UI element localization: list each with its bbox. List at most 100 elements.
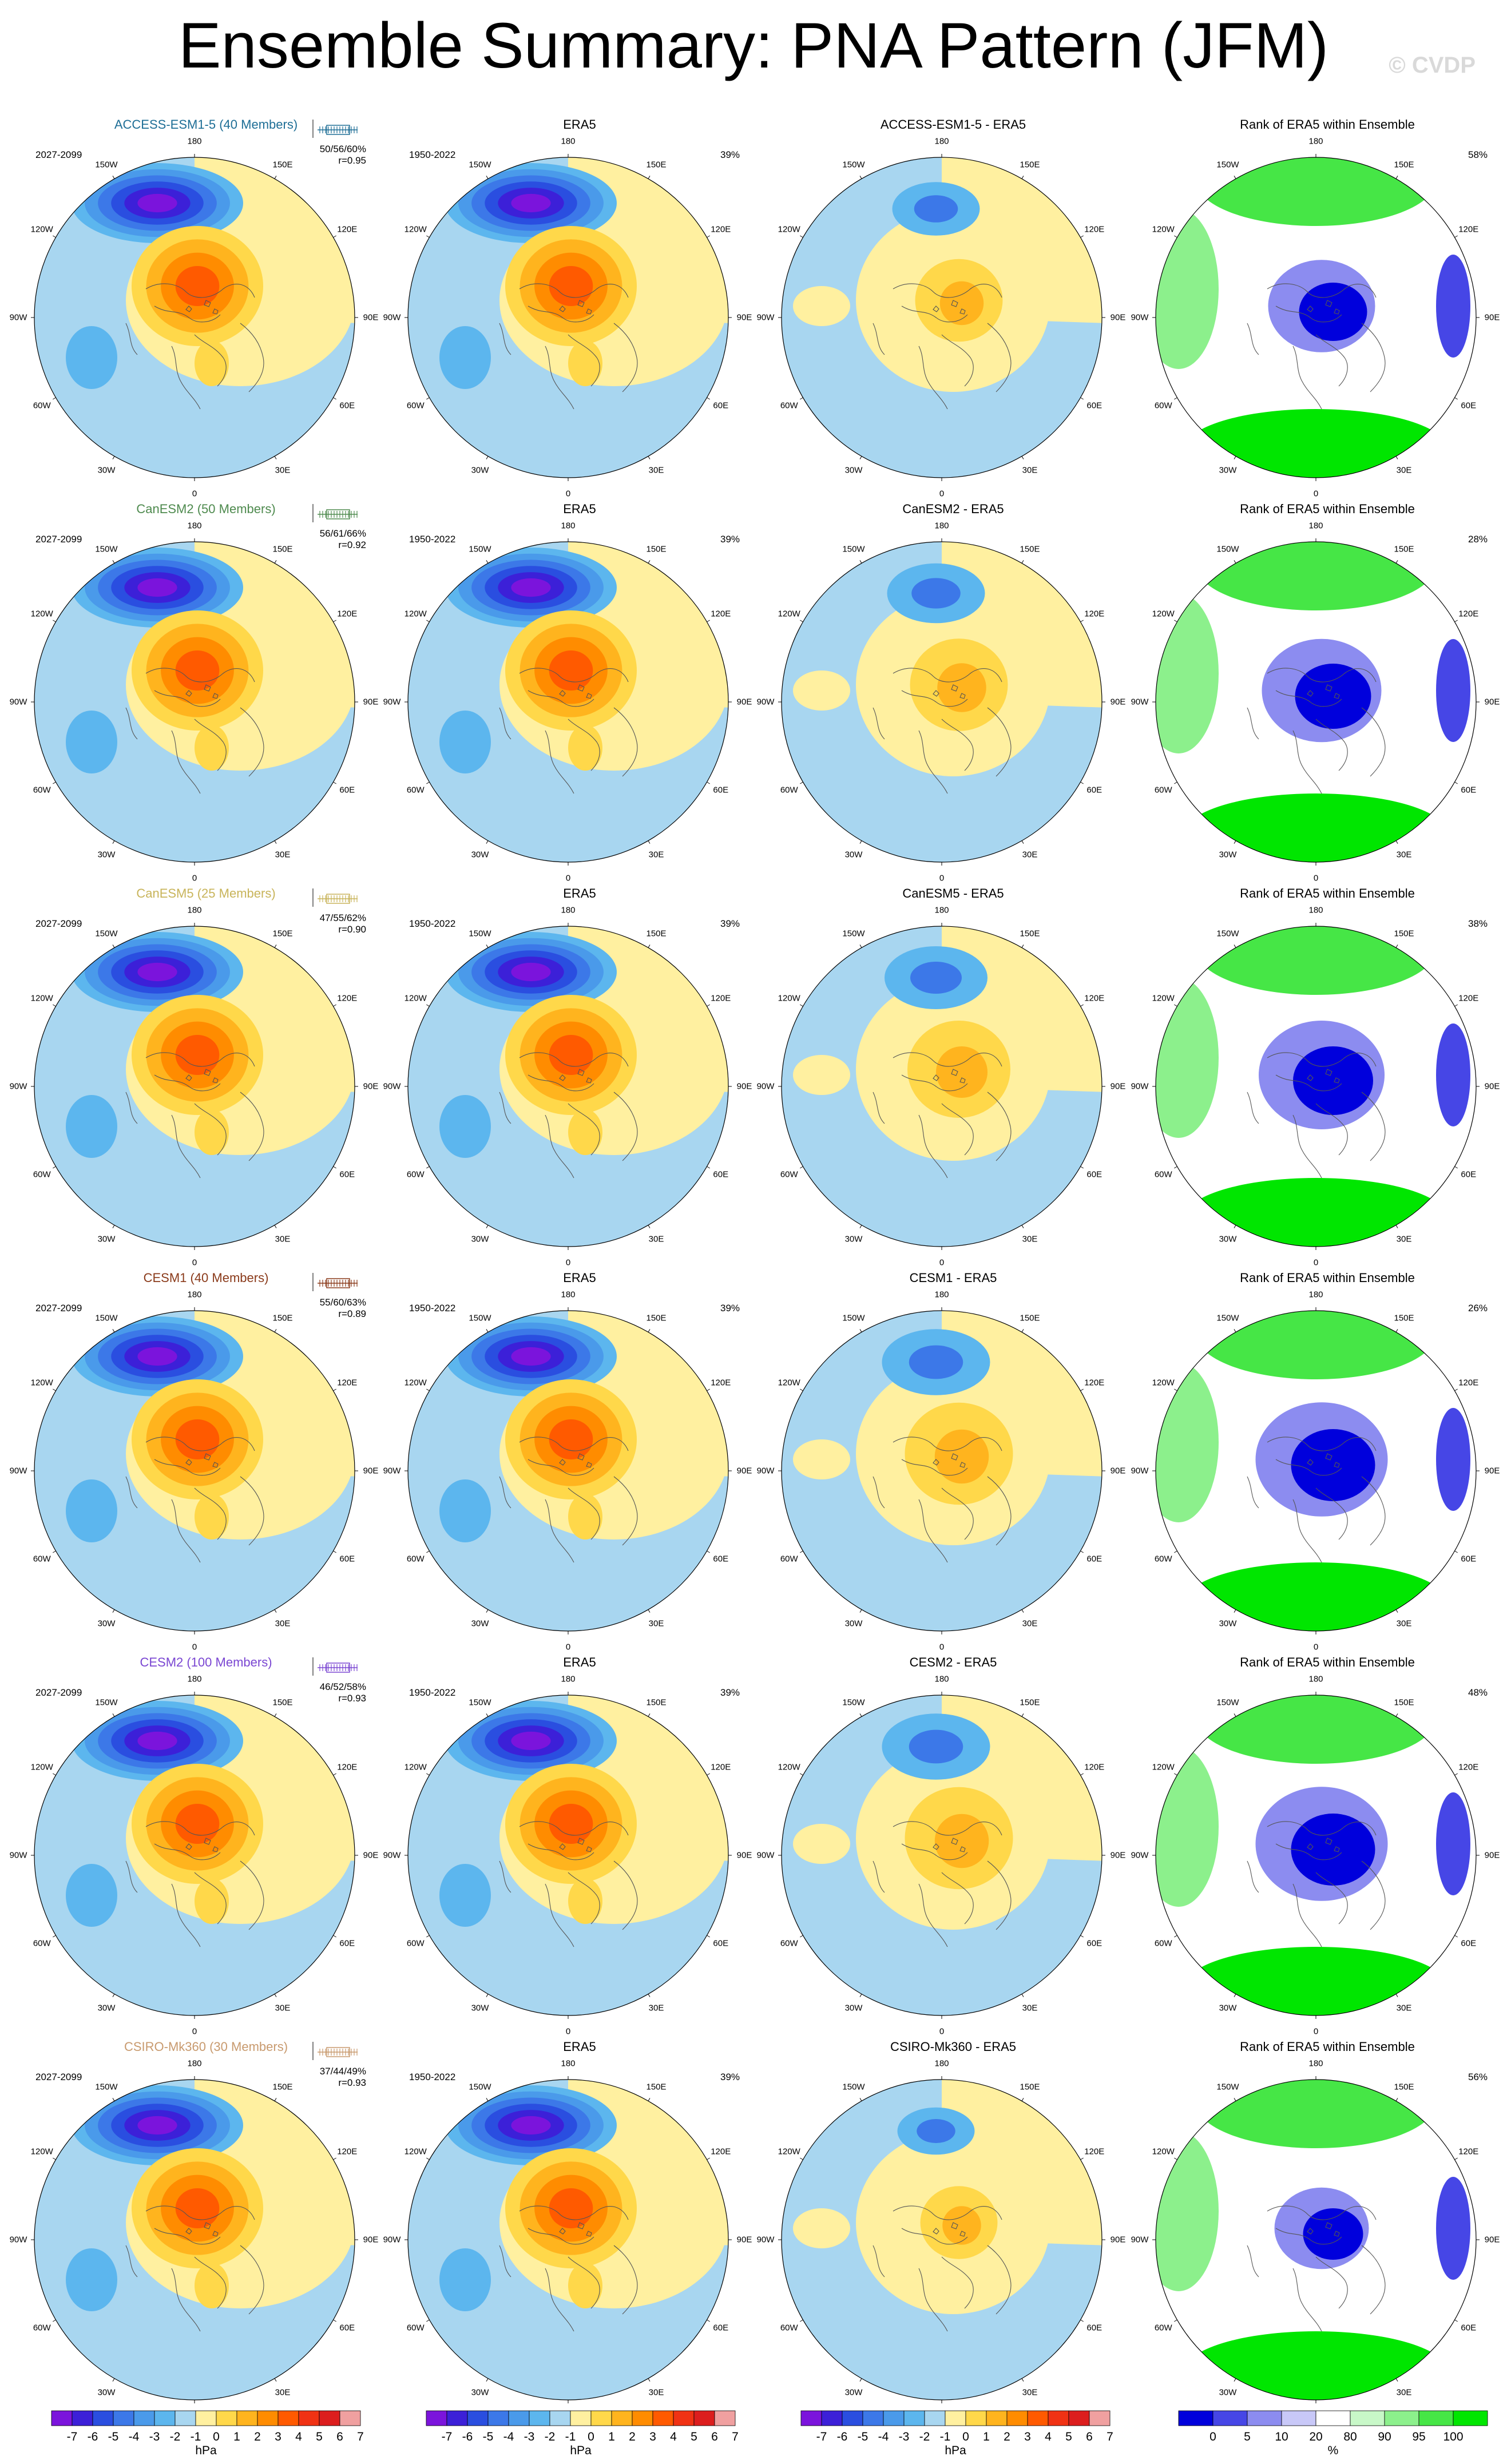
- lon-label: 0: [565, 873, 571, 883]
- pattern-stats: 56/61/66% r=0.92: [292, 528, 366, 551]
- pattern-stats: 37/44/49% r=0.93: [292, 2066, 366, 2089]
- polar-map: [1152, 2076, 1480, 2403]
- lon-label: 180: [187, 136, 202, 146]
- explained-variance: 39%: [720, 2072, 740, 2082]
- colorbar-label: 100: [1443, 2430, 1464, 2443]
- lon-label: 120E: [1458, 1762, 1479, 1772]
- panel-title: ERA5: [563, 502, 596, 516]
- lon-label: 0: [1313, 1642, 1319, 1652]
- lon-label: 120W: [30, 224, 53, 235]
- polar-map: [31, 2076, 358, 2403]
- colorbar-label: -3: [524, 2430, 535, 2443]
- model-panel: ACCESS-ESM1-5 (40 Members) 180 150E 120E 90E…: [10, 117, 389, 499]
- lon-label: 60E: [713, 1554, 729, 1564]
- lon-label: 150W: [95, 2082, 118, 2092]
- colorbar-swatch: [1178, 2410, 1213, 2426]
- lon-label: 180: [187, 1289, 202, 1300]
- polar-map: [404, 1692, 732, 2019]
- colorbar-swatch: [113, 2410, 134, 2426]
- lon-label: 60E: [339, 1938, 355, 1949]
- pattern-stats: 46/52/58% r=0.93: [292, 1681, 366, 1704]
- panel-title: CanESM5 - ERA5: [902, 886, 1004, 900]
- colorbar-swatch: [903, 2410, 925, 2426]
- colorbar-label: -1: [565, 2430, 576, 2443]
- colorbar-label: 90: [1378, 2430, 1391, 2443]
- colorbar-swatch: [1048, 2410, 1069, 2426]
- model-panel: CESM1 (40 Members) 180 150E 120E 90E 60E 30E 0 3…: [10, 1271, 389, 1652]
- lon-label: 150W: [469, 929, 491, 939]
- colorbar-swatch: [1068, 2410, 1090, 2426]
- lon-label: 90E: [1110, 2235, 1126, 2245]
- lon-label: 90W: [756, 1081, 775, 1092]
- lon-label: 150E: [1020, 544, 1040, 554]
- lon-label: 30W: [844, 1234, 863, 1244]
- lon-label: 30E: [1022, 850, 1038, 860]
- lon-label: 30E: [648, 1618, 664, 1629]
- polar-map: [778, 1692, 1105, 2019]
- lon-label: 150E: [1020, 2082, 1040, 2092]
- diff-panel: CESM1 - ERA5 180 150E 120E 90E 60E 30E 0 30W 60W 9…: [757, 1271, 1136, 1652]
- lon-label: 30E: [1022, 1234, 1038, 1244]
- lon-label: 60W: [1154, 785, 1172, 795]
- colorbar-label: 5: [316, 2430, 323, 2443]
- lon-label: 150W: [469, 1313, 491, 1323]
- colorbar-swatch: [426, 2410, 447, 2426]
- lon-label: 90E: [1484, 1466, 1500, 1476]
- period-label: 1950-2022: [409, 1303, 456, 1314]
- lon-label: 150E: [272, 1313, 293, 1323]
- lon-label: 120W: [1152, 2146, 1175, 2157]
- colorbar-label: 0: [1209, 2430, 1216, 2443]
- lon-label: 120E: [711, 224, 731, 235]
- colorbar-swatch: [1212, 2410, 1248, 2426]
- lon-label: 150E: [1020, 1313, 1040, 1323]
- lon-label: 0: [565, 1257, 571, 1268]
- pattern-stats: 50/56/60% r=0.95: [292, 144, 366, 166]
- lon-label: 30W: [471, 2003, 489, 2013]
- lon-label: 120E: [711, 993, 731, 1003]
- lon-label: 30W: [1219, 2387, 1237, 2398]
- lon-label: 180: [187, 1674, 202, 1684]
- lon-label: 90E: [736, 1081, 752, 1092]
- colorbar-swatch: [1350, 2410, 1385, 2426]
- lon-label: 120W: [30, 609, 53, 619]
- colorbar-label: 0: [962, 2430, 969, 2443]
- colorbar-label: 5: [691, 2430, 697, 2443]
- lon-label: 60E: [339, 785, 355, 795]
- rank-panel: Rank of ERA5 within Ensemble 180 150E 120E 9…: [1131, 2040, 1507, 2421]
- lon-label: 120W: [404, 224, 427, 235]
- colorbar-label: -3: [898, 2430, 910, 2443]
- lon-label: 60E: [713, 1169, 729, 1180]
- colorbar-label: -6: [836, 2430, 848, 2443]
- colorbar-rank: 0 5 10 20 80 90 95 100%: [1167, 2409, 1499, 2460]
- ensemble-boxplot: [312, 504, 358, 522]
- colorbar-label: 6: [1086, 2430, 1093, 2443]
- polar-map: [778, 538, 1105, 866]
- diff-panel: CanESM2 - ERA5 180 150E 120E 90E 60E 30E 0 30W 60…: [757, 502, 1136, 883]
- lon-label: 120W: [404, 609, 427, 619]
- colorbar-swatch: [508, 2410, 530, 2426]
- colorbar-swatch: [1418, 2410, 1454, 2426]
- lon-label: 120W: [778, 993, 800, 1003]
- lon-label: 120E: [1458, 224, 1479, 235]
- lon-label: 150E: [272, 2082, 293, 2092]
- colorbar-label: 1: [608, 2430, 615, 2443]
- lon-label: 150W: [842, 2082, 865, 2092]
- lon-label: 150W: [95, 160, 118, 170]
- lon-label: 180: [187, 2058, 202, 2069]
- colorbar-swatch: [72, 2410, 93, 2426]
- obs-panel: ERA5180150E120E90E60E30E030W60W90W120W15…: [383, 2040, 763, 2421]
- polar-map: [1152, 154, 1480, 481]
- stats-correlation: r=0.90: [338, 924, 366, 935]
- polar-map: [404, 2076, 732, 2403]
- explained-variance: 39%: [720, 149, 740, 160]
- rank-panel: Rank of ERA5 within Ensemble 180 150E 120E 9…: [1131, 1271, 1507, 1652]
- colorbar-swatch: [487, 2410, 509, 2426]
- lon-label: 120W: [1152, 1762, 1175, 1772]
- lon-label: 30E: [1396, 1234, 1412, 1244]
- lon-label: 60W: [33, 1169, 51, 1180]
- lon-label: 150W: [469, 544, 491, 554]
- lon-label: 90W: [756, 312, 775, 323]
- lon-label: 30W: [97, 1618, 116, 1629]
- lon-label: 30W: [471, 1234, 489, 1244]
